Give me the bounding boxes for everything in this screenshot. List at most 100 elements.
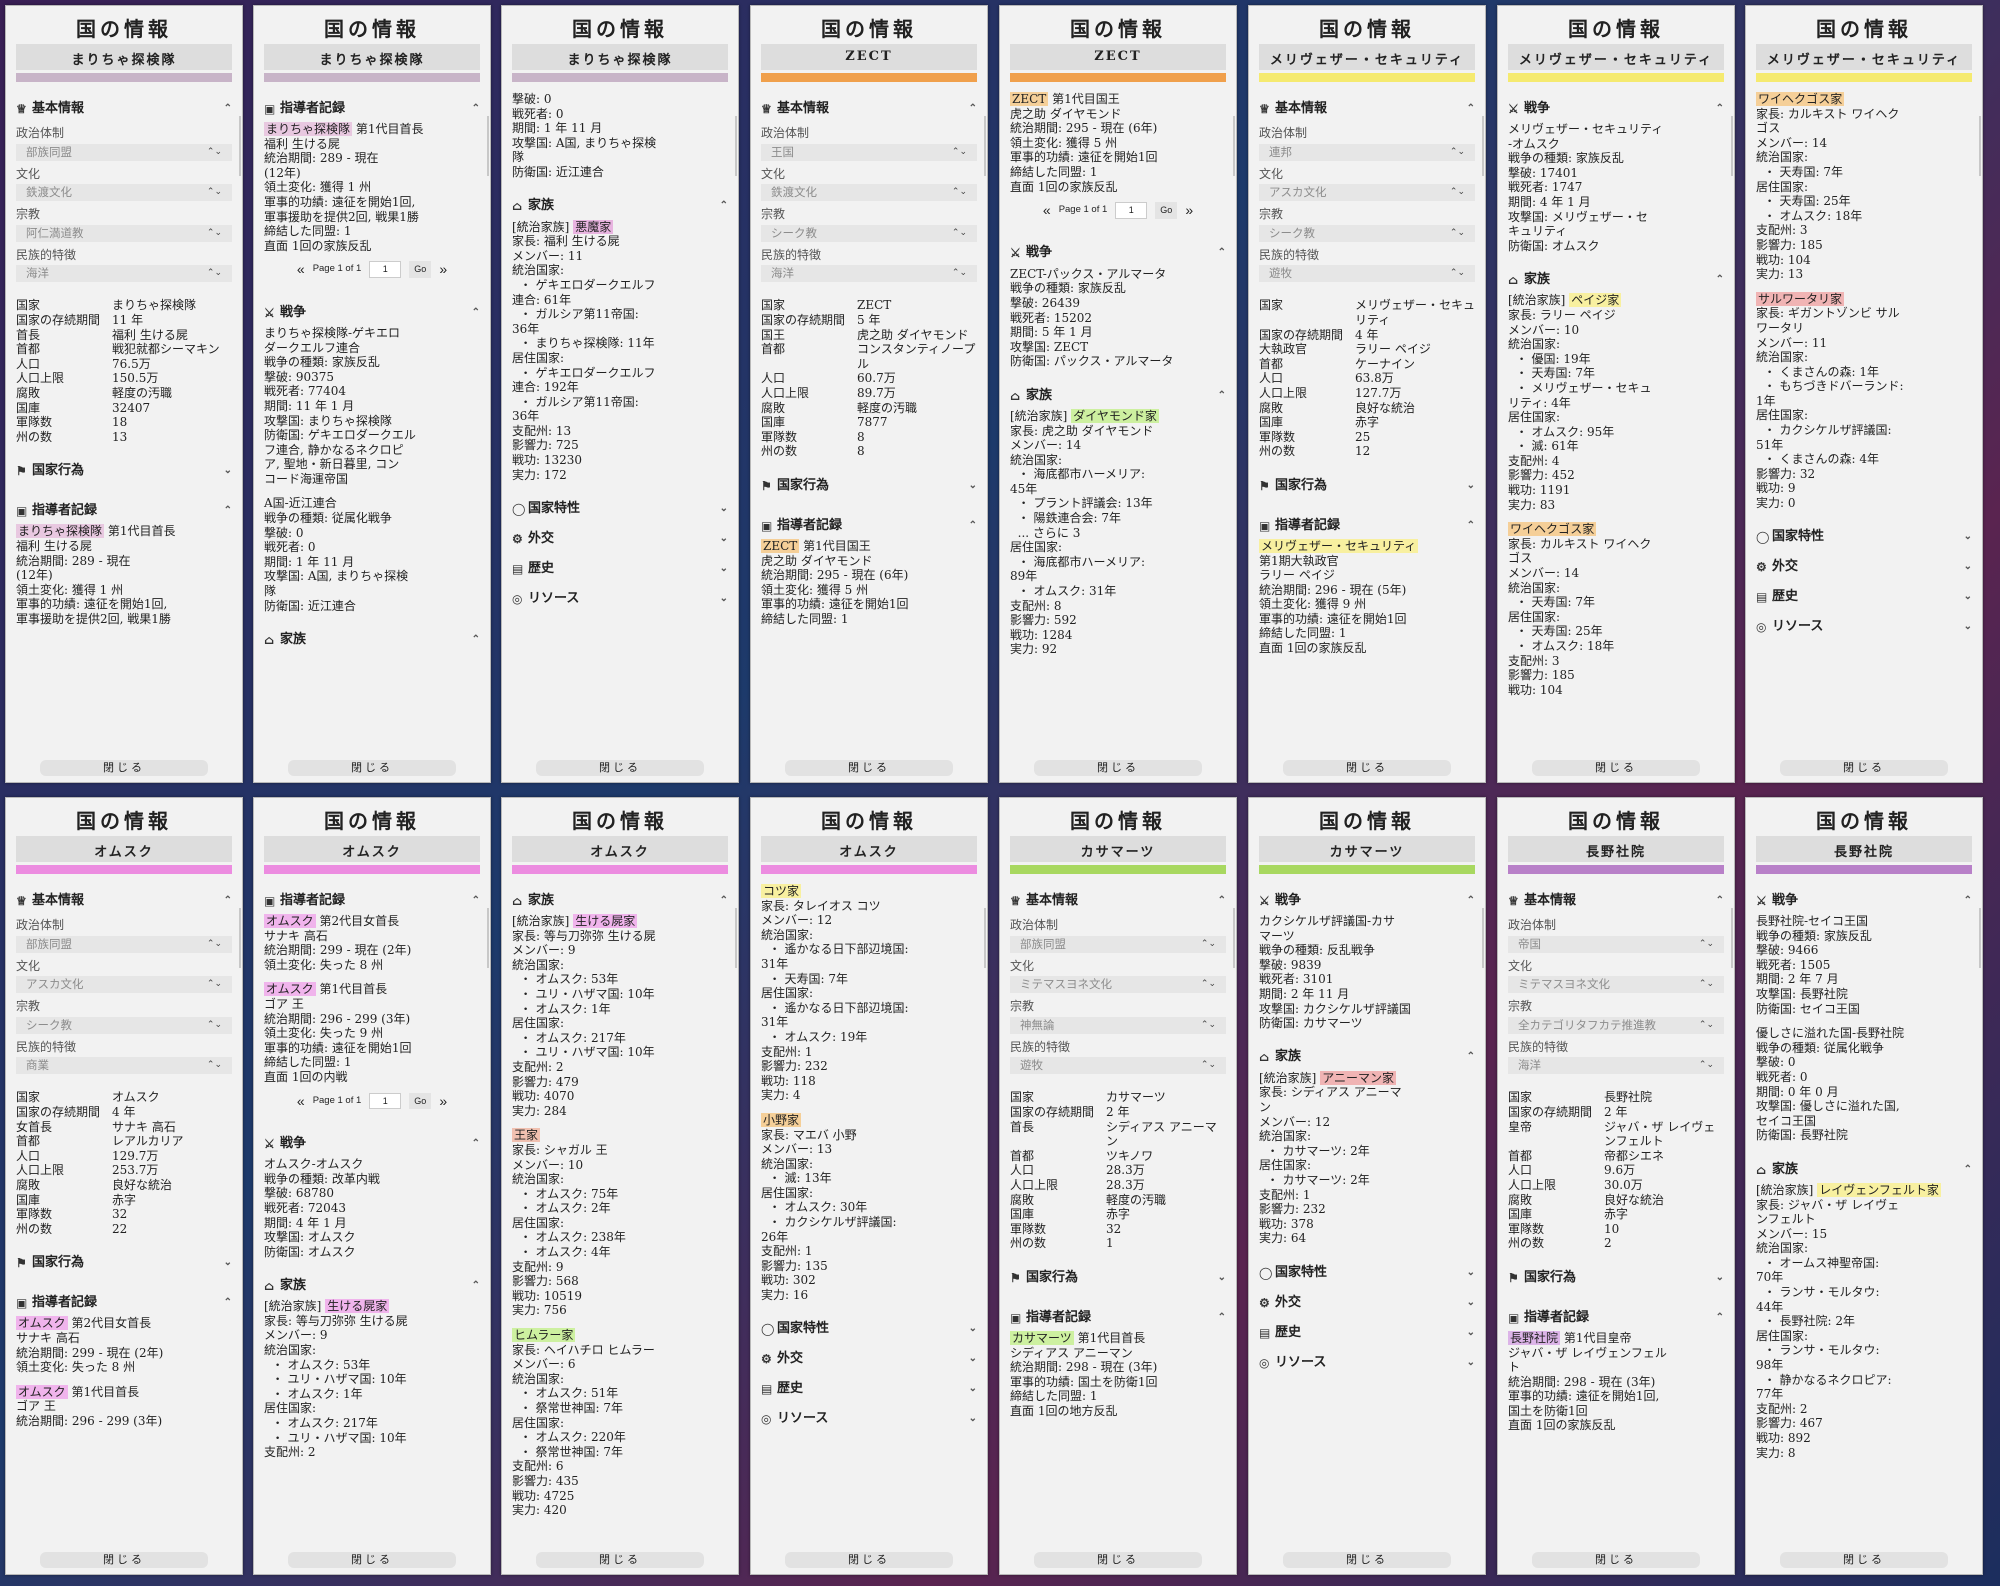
chevron-down-icon[interactable]: ⌄ [719,532,728,544]
close-button[interactable]: 閉じる [40,1552,208,1568]
section-header[interactable]: ⚙ 外交 ⌄ [1756,555,1972,581]
section-header[interactable]: ◯ 国家特性 ⌄ [761,1317,977,1343]
section-header[interactable]: ▤ 歴史 ⌄ [761,1377,977,1403]
dropdown-select[interactable]: 王国 ⌃⌄ [761,143,977,161]
scrollbar[interactable] [735,908,737,968]
chevron-down-icon[interactable]: ⌄ [223,1257,232,1269]
section-header[interactable]: ▣ 指導者記録 ⌃ [264,888,480,914]
close-button[interactable]: 閉じる [1532,760,1700,776]
section-header[interactable]: ⚔ 戦争 ⌃ [1756,888,1972,914]
section-header[interactable]: ⚙ 外交 ⌄ [1259,1290,1475,1316]
prev-page-button[interactable]: « [296,1092,305,1109]
section-header[interactable]: ▤ 歴史 ⌄ [1756,585,1972,611]
dropdown-select[interactable]: 部族同盟 ⌃⌄ [1010,935,1226,953]
chevron-down-icon[interactable]: ⌄ [1963,621,1972,633]
dropdown-select[interactable]: 全カテゴリタフカテ推進教 ⌃⌄ [1508,1016,1724,1034]
chevron-down-icon[interactable]: ⌄ [968,1413,977,1425]
dropdown-select[interactable]: アスカ文化 ⌃⌄ [1259,184,1475,202]
dropdown-select[interactable]: シーク教 ⌃⌄ [16,1016,232,1034]
go-button[interactable]: Go [409,1092,432,1110]
close-button[interactable]: 閉じる [1283,1552,1451,1568]
chevron-up-icon[interactable]: ⌃ [719,200,728,212]
section-header[interactable]: ⚑ 国家行為 ⌄ [1508,1265,1724,1291]
chevron-up-icon[interactable]: ⌃ [1217,389,1226,401]
page-input[interactable]: 1 [1115,202,1148,219]
section-header[interactable]: ▤ 歴史 ⌄ [512,556,728,582]
section-header[interactable]: ⚑ 国家行為 ⌄ [1010,1265,1226,1291]
section-header[interactable]: ▣ 指導者記録 ⌃ [1259,513,1475,539]
section-header[interactable]: ⚔ 戦争 ⌃ [1508,96,1724,122]
dropdown-select[interactable]: ミテマスヨネ文化 ⌃⌄ [1010,976,1226,994]
chevron-up-icon[interactable]: ⌃ [1715,894,1724,906]
section-header[interactable]: ▣ 指導者記録 ⌃ [16,498,232,524]
section-header[interactable]: ◎ リソース ⌄ [512,586,728,612]
scrollbar[interactable] [735,116,737,176]
close-button[interactable]: 閉じる [785,1552,953,1568]
chevron-up-icon[interactable]: ⌃ [1217,894,1226,906]
scrollbar[interactable] [239,116,241,176]
section-header[interactable]: ⚙ 外交 ⌄ [512,526,728,552]
page-input[interactable]: 1 [369,1092,402,1110]
dropdown-select[interactable]: アスカ文化 ⌃⌄ [16,976,232,994]
close-button[interactable]: 閉じる [536,760,704,776]
scrollbar[interactable] [1731,908,1733,968]
chevron-down-icon[interactable]: ⌄ [1466,1356,1475,1368]
section-header[interactable]: ⚔ 戦争 ⌃ [1259,888,1475,914]
section-header[interactable]: ♕ 基本情報 ⌃ [1010,888,1226,914]
close-button[interactable]: 閉じる [1034,1552,1202,1568]
scrollbar[interactable] [487,116,489,176]
close-button[interactable]: 閉じる [536,1552,704,1568]
scrollbar[interactable] [984,116,986,176]
section-header[interactable]: ▣ 指導者記録 ⌃ [1508,1305,1724,1331]
chevron-up-icon[interactable]: ⌃ [1466,519,1475,531]
chevron-up-icon[interactable]: ⌃ [471,102,480,114]
chevron-up-icon[interactable]: ⌃ [1466,1051,1475,1063]
chevron-down-icon[interactable]: ⌄ [1963,531,1972,543]
section-header[interactable]: ◎ リソース ⌄ [1756,615,1972,641]
dropdown-select[interactable]: 海洋 ⌃⌄ [761,265,977,283]
chevron-up-icon[interactable]: ⌃ [1217,1311,1226,1323]
close-button[interactable]: 閉じる [40,760,208,776]
next-page-button[interactable]: » [439,261,448,278]
close-button[interactable]: 閉じる [1532,1552,1700,1568]
section-header[interactable]: ▣ 指導者記録 ⌃ [16,1290,232,1316]
section-header[interactable]: ▣ 指導者記録 ⌃ [1010,1305,1226,1331]
chevron-up-icon[interactable]: ⌃ [223,894,232,906]
section-header[interactable]: ⚔ 戦争 ⌃ [1010,241,1226,267]
chevron-up-icon[interactable]: ⌃ [223,102,232,114]
chevron-down-icon[interactable]: ⌄ [968,1323,977,1335]
chevron-down-icon[interactable]: ⌄ [1963,561,1972,573]
section-header[interactable]: ▤ 歴史 ⌄ [1259,1320,1475,1346]
scrollbar[interactable] [1233,908,1235,968]
dropdown-select[interactable]: 鉄渡文化 ⌃⌄ [16,184,232,202]
chevron-down-icon[interactable]: ⌄ [719,562,728,574]
dropdown-select[interactable]: 商業 ⌃⌄ [16,1057,232,1075]
dropdown-select[interactable]: 海洋 ⌃⌄ [16,265,232,283]
chevron-down-icon[interactable]: ⌄ [1466,1326,1475,1338]
chevron-up-icon[interactable]: ⌃ [1715,1311,1724,1323]
section-header[interactable]: ◯ 国家特性 ⌄ [1756,525,1972,551]
section-header[interactable]: ♕ 基本情報 ⌃ [16,888,232,914]
chevron-down-icon[interactable]: ⌄ [968,479,977,491]
section-header[interactable]: ⚑ 国家行為 ⌄ [16,458,232,484]
section-header[interactable]: ⌂ 家族 ⌃ [1756,1157,1972,1183]
section-header[interactable]: ⌂ 家族 ⌃ [1508,267,1724,293]
chevron-up-icon[interactable]: ⌃ [1715,102,1724,114]
section-header[interactable]: ⌂ 家族 ⌃ [264,1273,480,1299]
close-button[interactable]: 閉じる [1780,1552,1948,1568]
chevron-up-icon[interactable]: ⌃ [1715,274,1724,286]
chevron-down-icon[interactable]: ⌄ [1466,1266,1475,1278]
scrollbar[interactable] [1979,908,1981,968]
section-header[interactable]: ⌂ 家族 ⌃ [1010,383,1226,409]
chevron-up-icon[interactable]: ⌃ [471,1279,480,1291]
scrollbar[interactable] [1482,908,1484,968]
dropdown-select[interactable]: シーク教 ⌃⌄ [761,224,977,242]
page-input[interactable]: 1 [369,261,402,278]
section-header[interactable]: ⚙ 外交 ⌄ [761,1347,977,1373]
section-header[interactable]: ⚔ 戦争 ⌃ [264,1131,480,1157]
scrollbar[interactable] [487,908,489,968]
section-header[interactable]: ♕ 基本情報 ⌃ [761,96,977,122]
chevron-down-icon[interactable]: ⌄ [1217,1271,1226,1283]
close-button[interactable]: 閉じる [1283,760,1451,776]
section-header[interactable]: ⚑ 国家行為 ⌄ [16,1250,232,1276]
